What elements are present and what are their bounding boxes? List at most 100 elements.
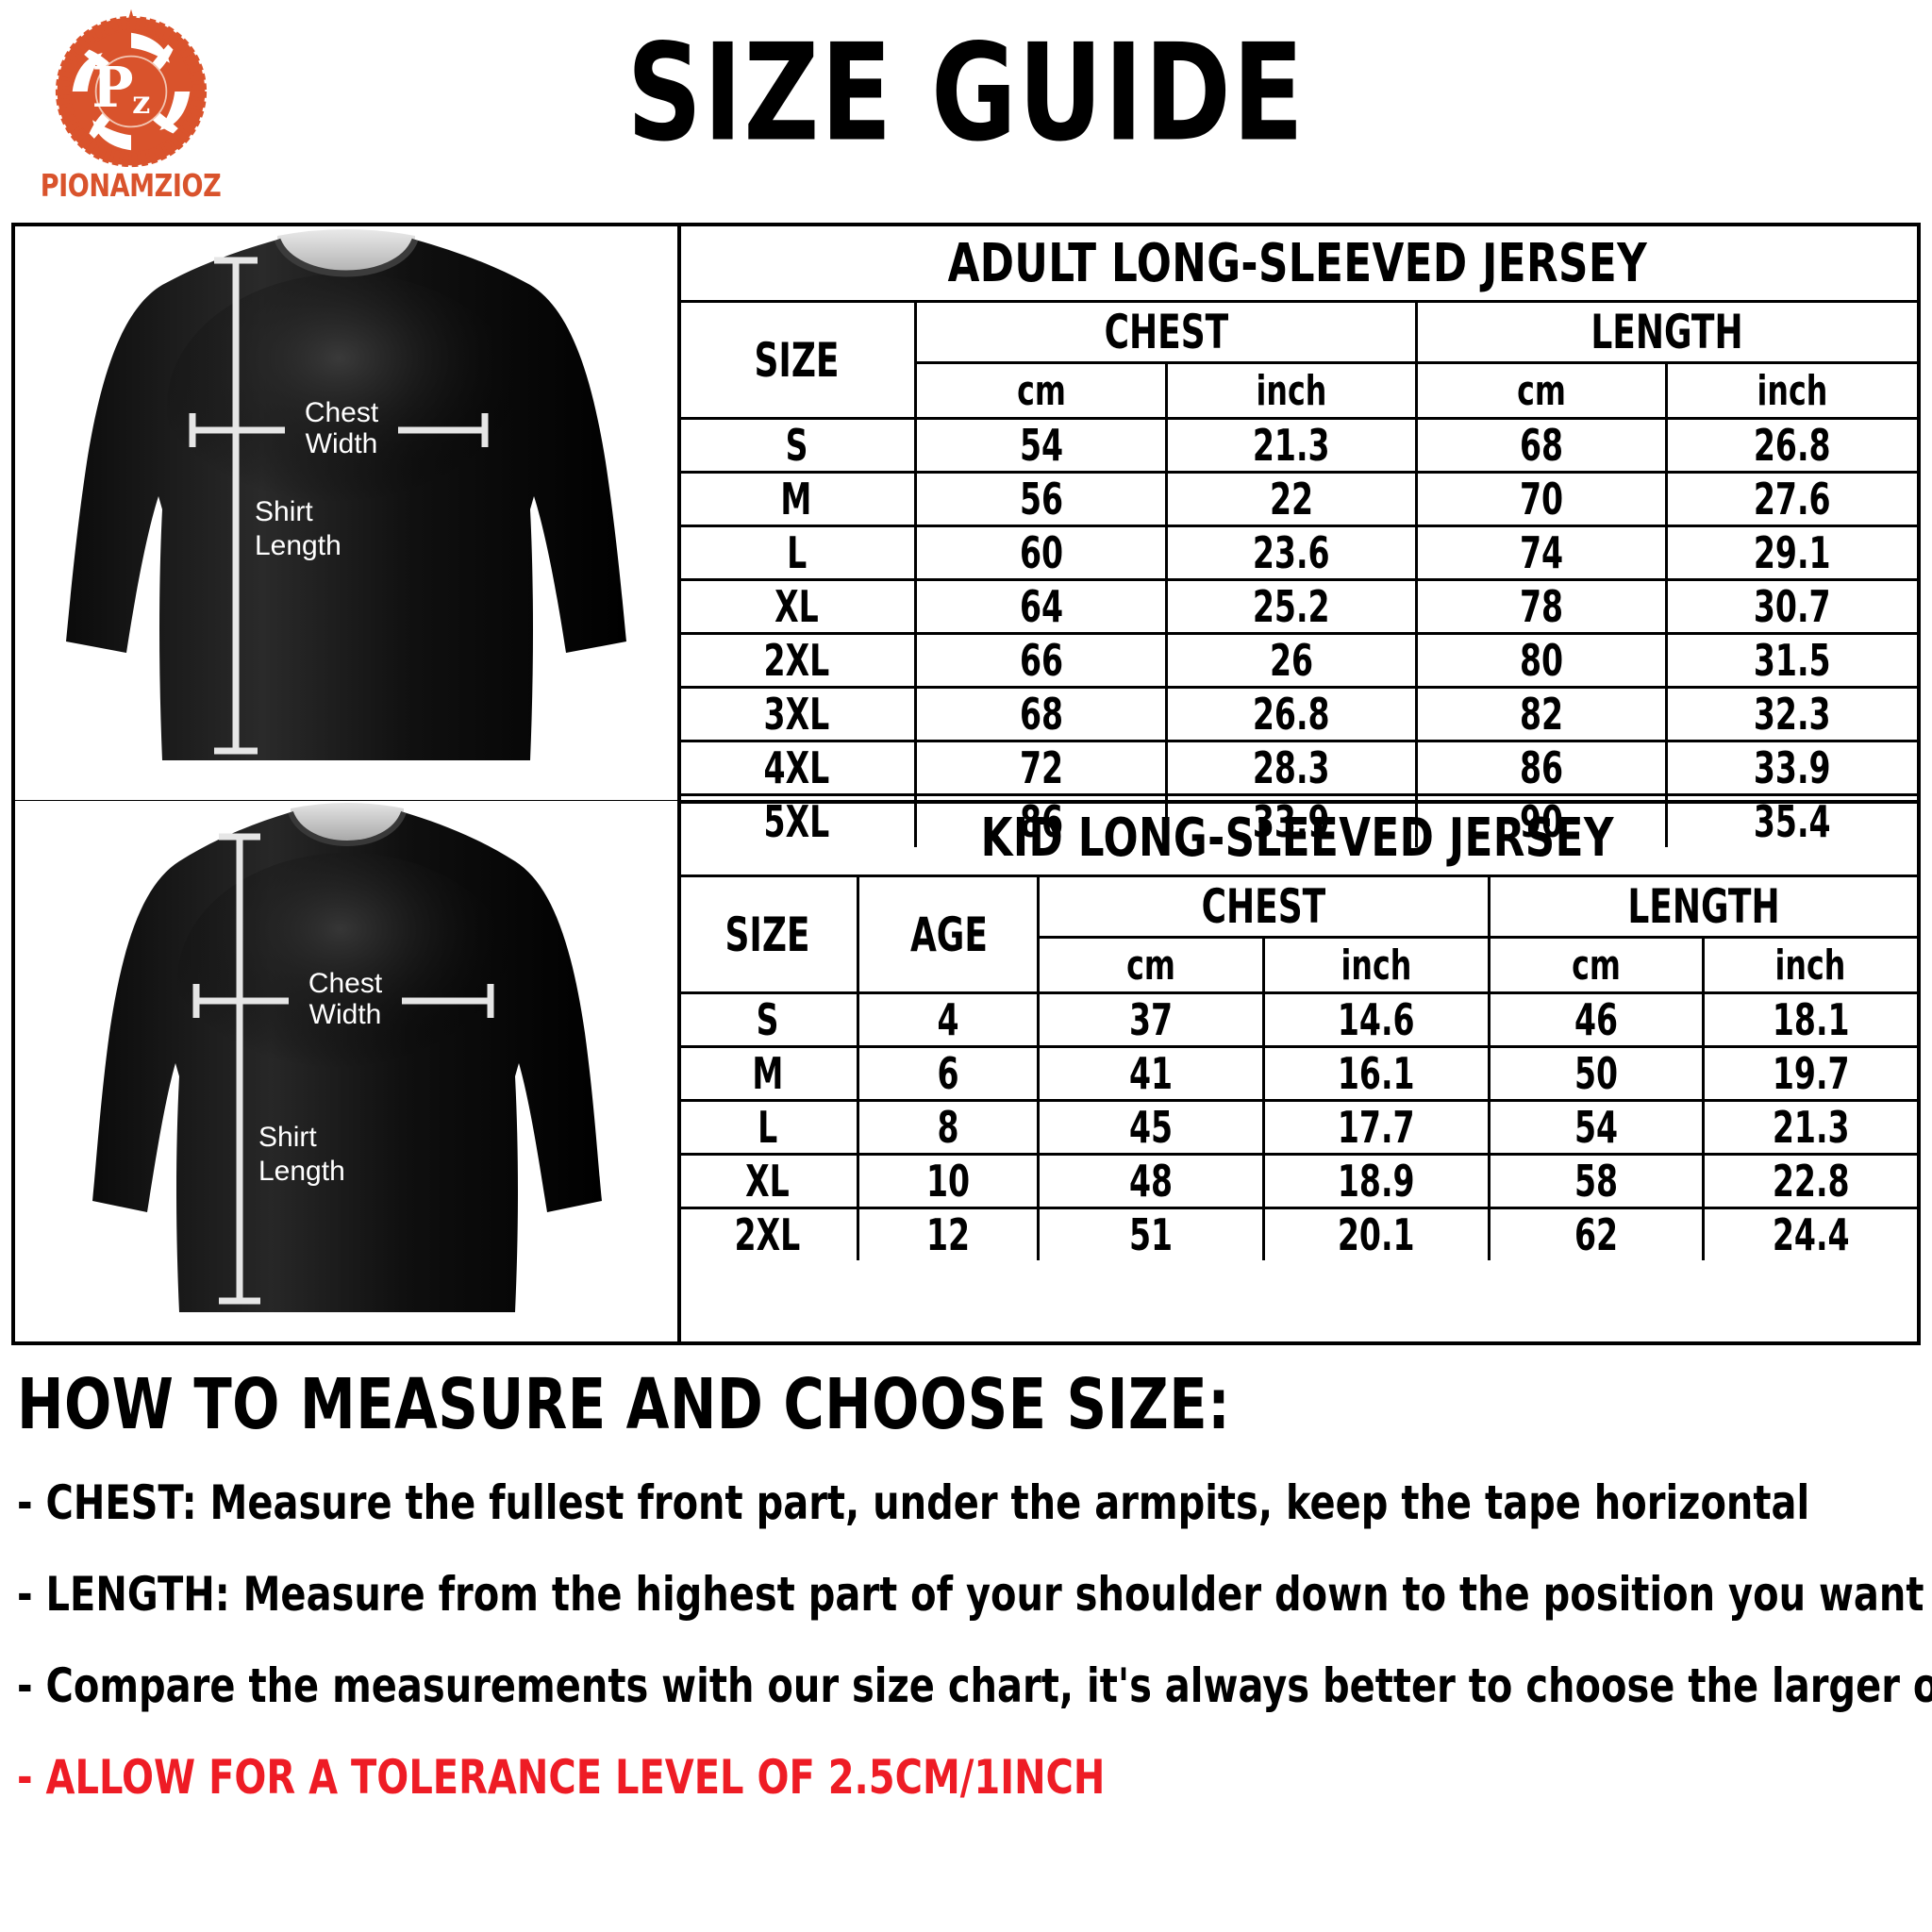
how-to-line-length: - LENGTH: Measure from the highest part … [17,1567,1924,1622]
adult-cell-length-inch: 32.3 [1665,686,1917,742]
table-row: 3XL 68 26.8 82 32.3 [678,686,1917,742]
adult-cell-length-cm: 82 [1414,686,1669,742]
adult-header-length: LENGTH [1414,300,1917,364]
adult-cell-length-inch: 29.1 [1665,525,1917,581]
kid-size-table-pane: KID LONG-SLEEVED JERSEY SIZE AGE CHEST L… [678,801,1917,1341]
adult-cell-chest-cm: 64 [914,578,1168,635]
adult-chest-label-2: Width [306,428,378,459]
svg-text:P: P [92,55,133,120]
kid-cell-length-inch: 18.1 [1701,991,1917,1048]
adult-table-title-row: ADULT LONG-SLEEVED JERSEY [678,226,1917,303]
adult-cell-chest-cm: 68 [914,686,1168,742]
adult-table-title: ADULT LONG-SLEEVED JERSEY [678,226,1917,303]
kid-chest-label-2: Width [309,999,382,1030]
kid-unit-chest-cm: cm [1038,936,1266,994]
kid-jersey-illustration: Chest Width Shirt Length [15,801,677,1341]
adult-cell-chest-inch: 21.3 [1164,417,1418,474]
adult-cell-chest-cm: 60 [914,525,1168,581]
adult-unit-chest-cm: cm [915,361,1168,420]
table-row: S 4 37 14.6 46 18.1 [678,991,1917,1048]
adult-cell-length-cm: 74 [1414,525,1669,581]
kid-table-title: KID LONG-SLEEVED JERSEY [678,801,1917,877]
adult-cell-length-cm: 78 [1414,578,1669,635]
how-to-line-tolerance: - ALLOW FOR A TOLERANCE LEVEL OF 2.5CM/1… [17,1750,1106,1805]
kid-chest-label: Chest [308,968,383,999]
adult-cell-size: 4XL [678,740,918,796]
adult-jersey-illustration: Chest Width Shirt Length [15,226,677,800]
adult-length-label: Shirt [255,496,313,527]
adult-size-table: ADULT LONG-SLEEVED JERSEY SIZE CHEST LEN… [678,226,1917,847]
adult-cell-length-inch: 30.7 [1665,578,1917,635]
kid-cell-length-inch: 24.4 [1701,1207,1917,1260]
adult-header-size: SIZE [678,300,918,420]
how-to-line-chest: - CHEST: Measure the fullest front part,… [17,1475,1810,1530]
kid-length-label-2: Length [258,1156,345,1187]
adult-cell-size: 3XL [678,686,918,742]
kid-cell-chest-cm: 37 [1037,991,1266,1048]
kid-cell-age: 4 [857,991,1041,1048]
kid-cell-length-inch: 19.7 [1701,1045,1917,1102]
kid-cell-length-cm: 46 [1487,991,1705,1048]
kid-cell-age: 6 [857,1045,1041,1102]
adult-cell-size: 2XL [678,632,918,689]
adult-cell-chest-cm: 66 [914,632,1168,689]
kid-header-age: AGE [857,874,1041,994]
adult-chest-label: Chest [305,397,379,428]
kid-table-title-row: KID LONG-SLEEVED JERSEY [678,801,1917,877]
brand-logo: P z PIONAMZIOZ [21,8,238,210]
size-chart-grid: Chest Width Shirt Length ADULT LONG-SLEE… [11,223,1921,1345]
kid-cell-age: 10 [857,1153,1041,1209]
kid-unit-chest-inch: inch [1262,936,1491,994]
adult-cell-length-inch: 31.5 [1665,632,1917,689]
brand-name: PIONAMZIOZ [40,167,222,204]
kid-cell-chest-inch: 18.9 [1262,1153,1491,1209]
kid-cell-chest-cm: 41 [1037,1045,1266,1102]
kid-cell-chest-cm: 48 [1037,1153,1266,1209]
adult-cell-size: XL [678,578,918,635]
sprocket-pz-logo-icon: P z [55,8,208,168]
adult-size-table-pane: ADULT LONG-SLEEVED JERSEY SIZE CHEST LEN… [678,226,1917,847]
adult-header-chest: CHEST [914,300,1418,364]
kid-cell-length-cm: 54 [1487,1099,1705,1156]
kid-cell-length-cm: 62 [1487,1207,1705,1260]
adult-cell-size: M [678,471,918,527]
kid-cell-size: L [678,1099,860,1156]
adult-table-unit-header: cm inch cm inch [678,361,1917,420]
adult-cell-chest-inch: 25.2 [1164,578,1418,635]
adult-cell-size: S [678,417,918,474]
adult-cell-length-inch: 27.6 [1665,471,1917,527]
how-to-line-compare: - Compare the measurements with our size… [17,1658,1932,1713]
kid-cell-age: 8 [857,1099,1041,1156]
kid-cell-chest-cm: 45 [1037,1099,1266,1156]
adult-cell-chest-cm: 72 [914,740,1168,796]
table-row: XL 64 25.2 78 30.7 [678,578,1917,635]
kid-cell-length-inch: 21.3 [1701,1099,1917,1156]
adult-cell-chest-inch: 28.3 [1164,740,1418,796]
how-to-measure-title: HOW TO MEASURE AND CHOOSE SIZE: [17,1364,1231,1445]
page-header: P z PIONAMZIOZ SIZE GUIDE [0,0,1932,215]
adult-cell-size: L [678,525,918,581]
adult-cell-length-inch: 33.9 [1665,740,1917,796]
adult-table-group-header: SIZE CHEST LENGTH [678,300,1917,420]
kid-size-table: KID LONG-SLEEVED JERSEY SIZE AGE CHEST L… [678,801,1917,1260]
adult-unit-length-cm: cm [1414,361,1669,420]
adult-cell-chest-inch: 23.6 [1164,525,1418,581]
kid-cell-length-cm: 58 [1487,1153,1705,1209]
adult-cell-chest-inch: 26.8 [1164,686,1418,742]
adult-unit-chest-inch: inch [1164,361,1418,420]
table-row: 2XL 66 26 80 31.5 [678,632,1917,689]
table-row: M 56 22 70 27.6 [678,471,1917,527]
table-row: L 8 45 17.7 54 21.3 [678,1099,1917,1156]
kid-cell-length-inch: 22.8 [1701,1153,1917,1209]
how-to-measure-section: HOW TO MEASURE AND CHOOSE SIZE: - CHEST:… [17,1364,1932,1845]
table-row: 2XL 12 51 20.1 62 24.4 [678,1207,1917,1260]
kid-header-size: SIZE [678,874,860,994]
kid-header-chest: CHEST [1037,874,1491,939]
kid-unit-length-inch: inch [1701,936,1917,994]
adult-cell-chest-inch: 26 [1164,632,1418,689]
kid-table-unit-header: cm inch cm inch [678,936,1917,994]
page-title: SIZE GUIDE [626,14,1306,172]
adult-cell-length-cm: 86 [1414,740,1669,796]
kid-cell-chest-inch: 14.6 [1262,991,1491,1048]
